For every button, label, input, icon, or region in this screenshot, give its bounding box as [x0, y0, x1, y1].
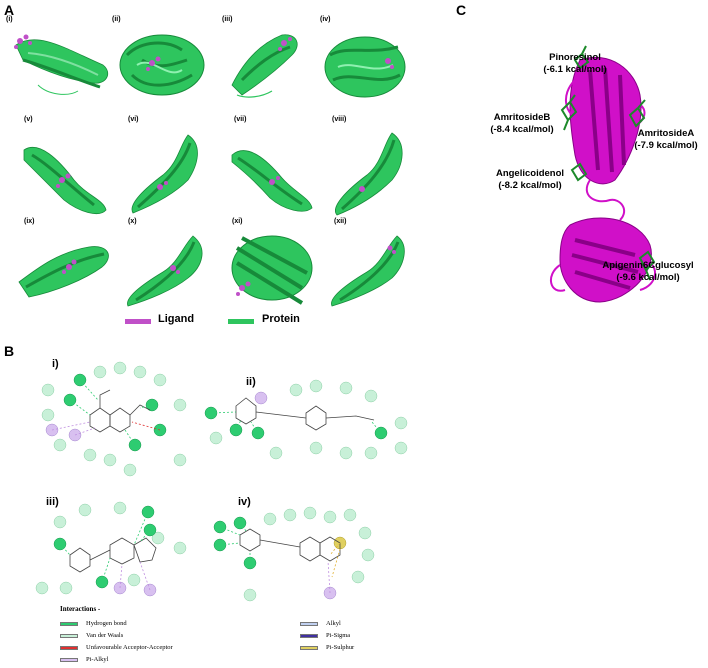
panel-a-cell-label: (vii)	[234, 116, 247, 123]
ligand-legend-swatch	[125, 319, 151, 324]
panel-a-letter: A	[4, 2, 15, 18]
panel-a-cell-label: (ii)	[112, 16, 121, 23]
diagram-label-iii: iii)	[46, 496, 59, 508]
ligand-label-amritosidea: AmritosideA (-7.9 kcal/mol)	[624, 128, 708, 152]
panel-a-cell-label: (iii)	[222, 16, 233, 23]
panel-a-cell-label: (xii)	[334, 218, 347, 225]
panel-a-cell-label: (v)	[24, 116, 33, 123]
unfavourable-acceptor-swatch	[60, 646, 78, 650]
panel-a-cell-label: (vi)	[128, 116, 139, 123]
protein-structure-vii	[231, 150, 313, 212]
hydrogen-bond-swatch	[60, 622, 78, 626]
ligand-energy: (-8.2 kcal/mol)	[498, 180, 562, 191]
protein-structure-v	[23, 147, 107, 214]
diagram-label-i: i)	[52, 358, 59, 370]
protein-structure-vi	[131, 134, 198, 214]
interactions-legend-title: Interactions -	[60, 605, 101, 613]
pi-sigma-swatch	[300, 634, 318, 638]
protein-legend-swatch	[228, 319, 254, 324]
interaction-diagram-iv	[213, 506, 375, 602]
interaction-label: Pi-Sigma	[326, 632, 351, 639]
ligand-energy: (-8.4 kcal/mol)	[490, 124, 554, 135]
panel-a-cell-label: (ix)	[24, 218, 35, 225]
pi-sulphur-swatch	[300, 646, 318, 650]
ligand-energy: (-6.1 kcal/mol)	[543, 64, 607, 75]
interaction-label: Hydrogen bond	[86, 620, 127, 627]
diagram-label-iv: iv)	[238, 496, 251, 508]
ligand-name: Apigenin6Cglucosyl	[602, 260, 694, 271]
interaction-label: Van der Waals	[86, 632, 124, 639]
ligand-name: AmritosideA	[637, 128, 695, 139]
panel-a-cell-label: (i)	[6, 16, 13, 23]
protein-structure-ii	[119, 34, 205, 96]
alkyl-swatch	[300, 622, 318, 626]
panel-a-cell-label: (x)	[128, 218, 137, 225]
interaction-label: Pi-Alkyl	[86, 656, 109, 663]
ligand-name: Pinoresinol	[549, 52, 601, 63]
protein-structure-viii	[335, 132, 403, 216]
interaction-diagram-i	[41, 361, 187, 477]
interaction-label: Unfavourable Acceptor-Acceptor	[86, 644, 173, 651]
ligand-energy: (-9.6 kcal/mol)	[616, 272, 680, 283]
ligand-name: Angelicoidenol	[495, 168, 565, 179]
interaction-label: Alkyl	[326, 620, 341, 627]
pi-alkyl-swatch	[60, 658, 78, 662]
protein-structure-x	[127, 235, 203, 307]
protein-structure-ix	[18, 246, 109, 298]
panel-a-cell-label: (viii)	[332, 116, 347, 123]
protein-structure-xi	[231, 235, 313, 305]
protein-legend-label: Protein	[262, 313, 300, 325]
panel-b-letter: B	[4, 343, 15, 359]
interaction-diagram-iii	[35, 501, 187, 597]
interaction-diagram-ii	[204, 379, 408, 460]
panel-a-cell-label: (xi)	[232, 218, 243, 225]
van-der-waals-swatch	[60, 634, 78, 638]
interaction-label: Pi-Sulphur	[326, 644, 355, 651]
ligand-label-pinoresinol: Pinoresinol (-6.1 kcal/mol)	[540, 52, 610, 76]
panel-c-letter: C	[456, 2, 467, 18]
ligand-energy: (-7.9 kcal/mol)	[634, 140, 698, 151]
protein-structure-xii	[331, 235, 405, 307]
protein-structure-iii	[231, 34, 298, 98]
ligand-label-apigenin6cglucosyl: Apigenin6Cglucosyl (-9.6 kcal/mol)	[592, 260, 704, 284]
diagram-label-ii: ii)	[246, 376, 256, 388]
ligand-name: AmritosideB	[493, 112, 551, 123]
ligand-label-angelicoidenol: Angelicoidenol (-8.2 kcal/mol)	[490, 168, 570, 192]
docked-protein-structure	[550, 45, 656, 303]
protein-structure-i	[14, 34, 109, 95]
protein-structure-iv	[324, 36, 406, 98]
panel-a-cell-label: (iv)	[320, 16, 331, 23]
ligand-label-amritosideb: AmritosideB (-8.4 kcal/mol)	[482, 112, 562, 136]
ligand-legend-label: Ligand	[158, 313, 195, 325]
